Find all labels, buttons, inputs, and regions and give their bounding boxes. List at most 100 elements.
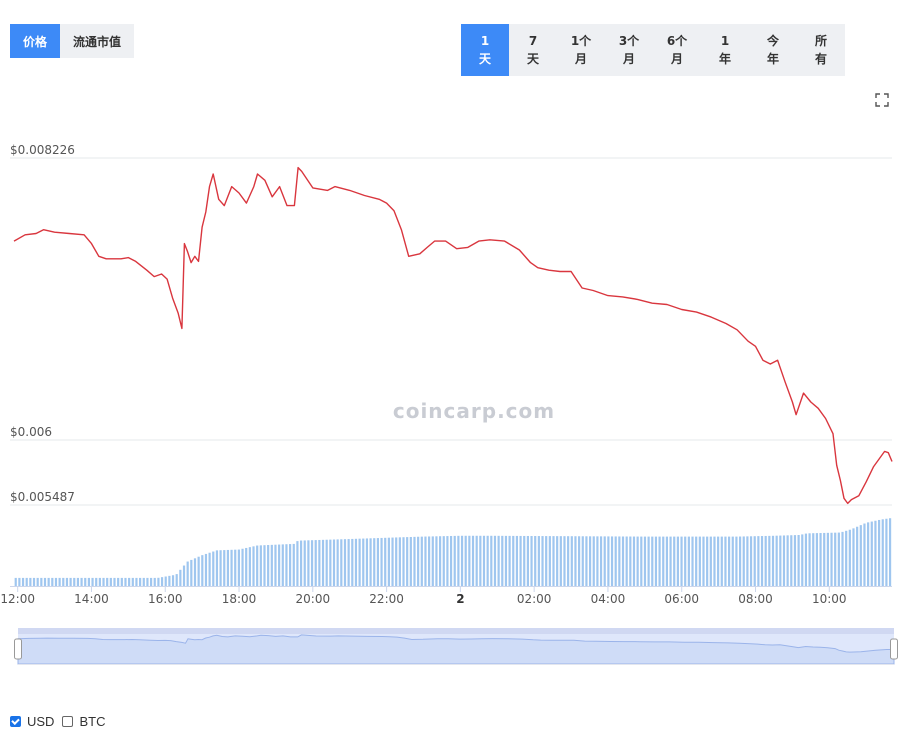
tab-price[interactable]: 价格 bbox=[10, 24, 61, 58]
volume-bar bbox=[285, 544, 288, 586]
volume-bar bbox=[424, 536, 427, 586]
volume-bar bbox=[654, 536, 658, 586]
volume-bar bbox=[881, 519, 884, 586]
volume-bar bbox=[380, 537, 383, 586]
volume-bar bbox=[179, 569, 182, 586]
volume-bar bbox=[120, 577, 123, 586]
volume-bar bbox=[76, 577, 80, 586]
volume-bar bbox=[603, 536, 606, 586]
x-tick-label: 06:00 bbox=[664, 592, 699, 606]
volume-bar bbox=[804, 533, 808, 586]
volume-bar bbox=[841, 531, 844, 586]
volume-bar bbox=[581, 536, 584, 586]
volume-bar bbox=[365, 538, 369, 586]
range-all-button[interactable]: 所 有 bbox=[814, 34, 827, 66]
volume-bar bbox=[296, 541, 299, 586]
volume-bar bbox=[128, 577, 131, 586]
volume-bar bbox=[464, 535, 467, 586]
volume-bar bbox=[164, 576, 167, 586]
btc-checkbox[interactable] bbox=[62, 716, 74, 727]
volume-bar bbox=[764, 535, 767, 586]
range-1d-button[interactable]: 1 天 bbox=[461, 24, 509, 76]
volume-bar bbox=[428, 536, 431, 586]
volume-bar bbox=[175, 574, 178, 586]
currency-legend: USD BTC bbox=[10, 714, 113, 729]
volume-bar bbox=[80, 577, 83, 586]
volume-bar bbox=[717, 536, 720, 586]
volume-bar bbox=[479, 535, 482, 586]
range-ytd-button[interactable]: 今 年 bbox=[766, 34, 779, 66]
volume-bar bbox=[431, 536, 434, 586]
volume-bar bbox=[735, 536, 738, 586]
navigator-right-handle[interactable] bbox=[890, 638, 898, 660]
volume-bar bbox=[182, 565, 186, 586]
volume-bar bbox=[124, 577, 127, 586]
volume-bar bbox=[669, 536, 672, 586]
volume-bar bbox=[574, 536, 577, 586]
volume-bar bbox=[256, 545, 259, 586]
volume-bar bbox=[563, 536, 566, 586]
volume-bar bbox=[823, 532, 826, 586]
volume-bar bbox=[793, 535, 797, 586]
volume-bar bbox=[632, 536, 636, 586]
volume-bar bbox=[318, 539, 321, 586]
tab-market-cap[interactable]: 流通市值 bbox=[60, 24, 135, 58]
volume-bar bbox=[87, 577, 90, 586]
volume-bar bbox=[888, 518, 892, 586]
volume-bar bbox=[413, 536, 416, 586]
volume-bar bbox=[874, 520, 877, 586]
legend-label: BTC bbox=[79, 714, 106, 729]
volume-bar bbox=[321, 539, 325, 586]
volume-bar bbox=[95, 577, 98, 586]
range-3m-button[interactable]: 3个 月 bbox=[618, 34, 640, 66]
volume-bar bbox=[687, 536, 690, 586]
usd-checkbox[interactable] bbox=[10, 716, 21, 727]
x-tick-label: 08:00 bbox=[738, 592, 773, 606]
volume-bar bbox=[859, 525, 862, 586]
volume-bar bbox=[592, 536, 595, 586]
volume-bar bbox=[139, 577, 142, 586]
volume-bar bbox=[486, 535, 489, 586]
x-tick-label: 16:00 bbox=[148, 592, 183, 606]
volume-bar bbox=[449, 535, 453, 586]
fullscreen-icon[interactable] bbox=[875, 93, 889, 107]
legend-item-btc[interactable]: BTC bbox=[62, 714, 105, 729]
volume-bar bbox=[771, 535, 775, 586]
volume-bar bbox=[91, 577, 94, 586]
volume-bar bbox=[570, 536, 573, 586]
range-7d-button[interactable]: 7 天 bbox=[526, 34, 539, 66]
volume-bar bbox=[84, 577, 87, 586]
price-line bbox=[13, 166, 893, 505]
volume-bar bbox=[610, 536, 614, 586]
volume-bar bbox=[885, 518, 888, 586]
volume-bar bbox=[643, 536, 647, 586]
x-tick-label: 18:00 bbox=[222, 592, 257, 606]
volume-bar bbox=[515, 535, 519, 586]
legend-item-usd[interactable]: USD bbox=[10, 714, 54, 729]
volume-bar bbox=[830, 532, 833, 586]
navigator-scrollbar[interactable] bbox=[18, 628, 894, 634]
range-6m-button[interactable]: 6个 月 bbox=[666, 34, 688, 66]
volume-bar bbox=[504, 535, 508, 586]
volume-bar bbox=[746, 536, 749, 586]
volume-bar bbox=[523, 535, 526, 586]
volume-bar bbox=[241, 548, 244, 586]
volume-bar bbox=[731, 536, 734, 586]
volume-bar bbox=[548, 536, 551, 586]
volume-bar bbox=[640, 536, 643, 586]
range-1y-button[interactable]: 1 年 bbox=[718, 34, 731, 66]
y-tick-label: $0.005487 bbox=[10, 490, 75, 504]
volume-bar bbox=[519, 535, 522, 586]
volume-bar bbox=[530, 535, 533, 586]
volume-bar bbox=[62, 577, 65, 586]
range-1m-button[interactable]: 1个 月 bbox=[570, 34, 592, 66]
volume-bar bbox=[351, 538, 354, 586]
volume-bar bbox=[742, 536, 745, 586]
navigator-left-handle[interactable] bbox=[14, 638, 22, 660]
volume-bar bbox=[676, 536, 679, 586]
volume-bar bbox=[248, 547, 251, 586]
volume-bar bbox=[768, 535, 771, 586]
volume-bar bbox=[691, 536, 694, 586]
volume-bar bbox=[475, 535, 478, 586]
volume-bar bbox=[738, 536, 742, 586]
